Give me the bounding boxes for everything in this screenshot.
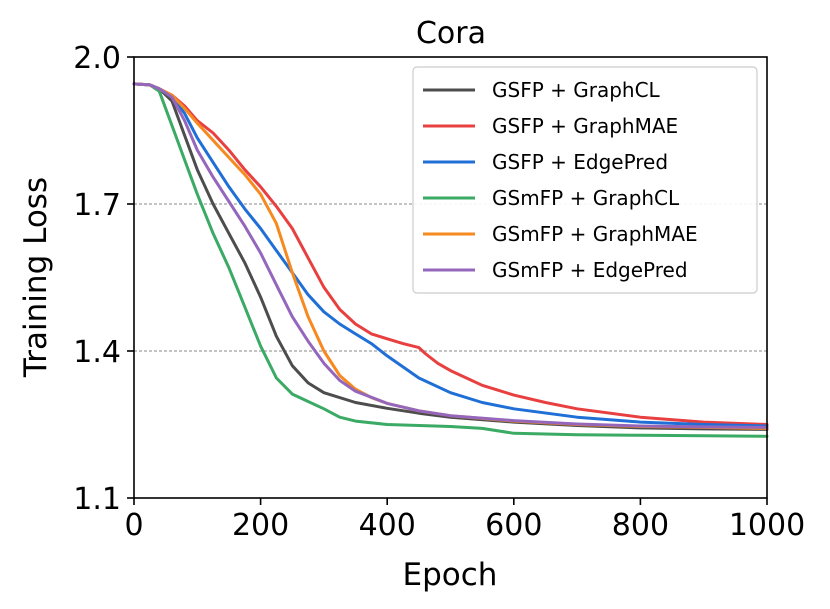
legend-label-5: GSmFP + EdgePred: [492, 258, 688, 282]
legend-label-4: GSmFP + GraphMAE: [492, 222, 698, 246]
x-tick-label: 600: [485, 508, 542, 543]
y-tick-label: 1.4: [73, 335, 121, 370]
x-axis-label: Epoch: [403, 557, 498, 593]
legend-box: [412, 66, 758, 294]
legend: GSFP + GraphCL GSFP + GraphMAE GSFP + Edge…: [412, 66, 758, 294]
y-axis-label: Training Loss: [18, 177, 54, 378]
legend-label-2: GSFP + EdgePred: [492, 150, 668, 174]
series-line-3: [132, 82, 769, 438]
y-tick-label: 2.0: [73, 41, 121, 76]
y-tick-label: 1.7: [73, 188, 121, 223]
x-tick-label: 400: [359, 508, 416, 543]
series-line-5: [132, 82, 769, 429]
legend-label-1: GSFP + GraphMAE: [492, 114, 678, 138]
x-axis-ticks: 0 200 400 600 800 1000: [124, 498, 805, 543]
x-tick-label: 0: [124, 508, 143, 543]
series-line-2: [132, 82, 769, 428]
y-tick-label: 1.1: [73, 482, 121, 517]
x-tick-label: 200: [232, 508, 289, 543]
legend-label-0: GSFP + GraphCL: [492, 78, 661, 102]
series-line-1: [132, 82, 769, 426]
legend-label-3: GSmFP + GraphCL: [492, 186, 680, 210]
x-tick-label: 800: [612, 508, 669, 543]
chart-title: Cora: [416, 16, 486, 51]
y-axis-ticks: 1.1 1.4 1.7 2.0: [73, 41, 134, 517]
series-lines: [132, 82, 769, 438]
x-tick-label: 1000: [729, 508, 805, 543]
plot-frame: [133, 56, 768, 499]
